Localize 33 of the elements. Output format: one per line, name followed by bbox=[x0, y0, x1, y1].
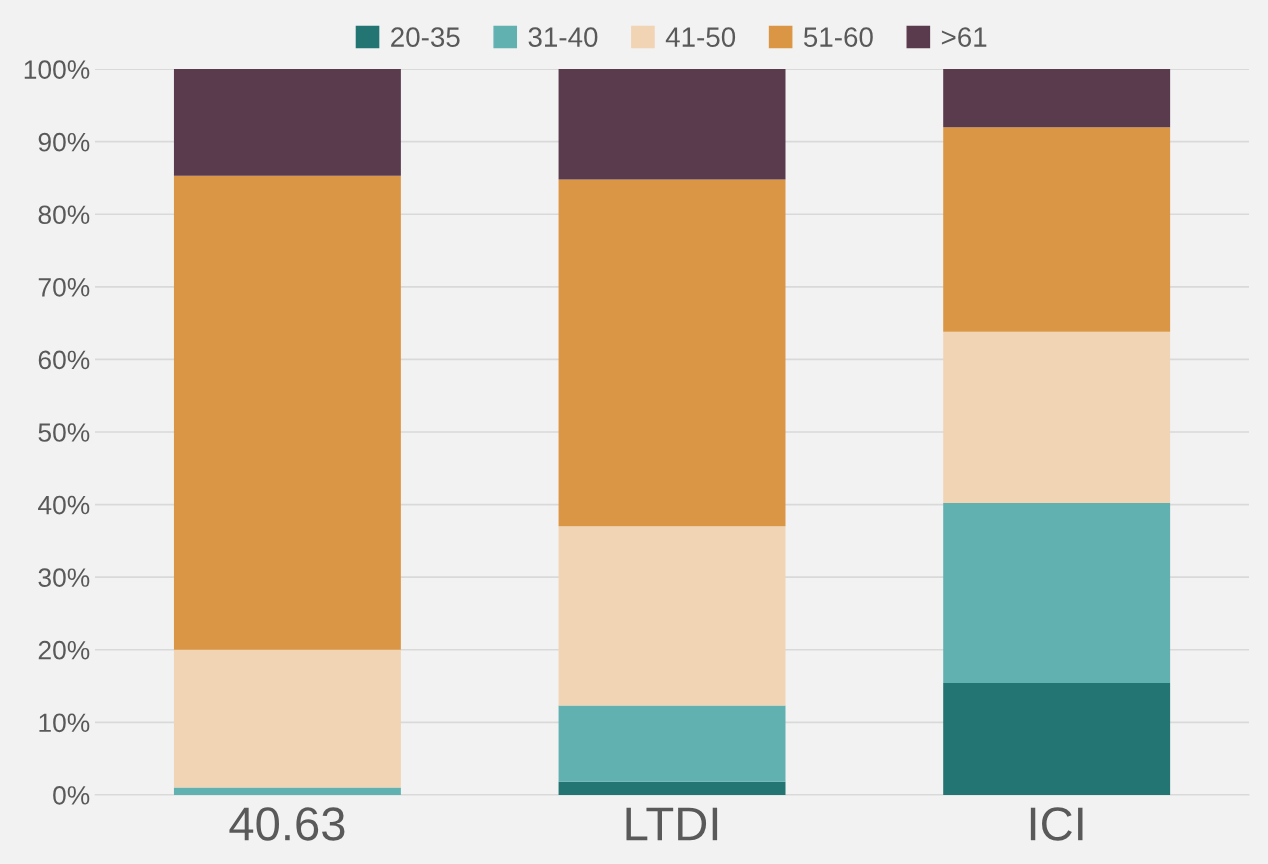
y-tick-label: 20% bbox=[38, 640, 90, 660]
y-tick-label: 100% bbox=[24, 60, 90, 79]
y-tick-label: 10% bbox=[39, 713, 90, 733]
y-tick-label: 60% bbox=[38, 350, 90, 370]
y-tick-label: 30% bbox=[38, 568, 90, 587]
legend-label: 31-40 bbox=[528, 27, 598, 47]
bar bbox=[943, 331, 1171, 504]
y-tick-label: 80% bbox=[38, 205, 90, 225]
bar bbox=[558, 781, 786, 795]
x-tick-label: ICI bbox=[1030, 807, 1083, 841]
y-tick-label: 50% bbox=[38, 423, 90, 442]
bar bbox=[943, 69, 1171, 128]
legend-label: 20-35 bbox=[391, 27, 460, 47]
bar bbox=[558, 69, 786, 180]
bar bbox=[558, 705, 786, 782]
bar bbox=[173, 175, 401, 650]
legend-label: 51-60 bbox=[803, 27, 873, 47]
legend-label: 41-50 bbox=[665, 27, 736, 47]
y-tick-label: 70% bbox=[38, 277, 90, 297]
bar bbox=[558, 526, 786, 706]
bar bbox=[943, 503, 1171, 684]
legend-label: >61 bbox=[941, 27, 987, 47]
y-tick-label: 90% bbox=[38, 132, 90, 152]
bar bbox=[173, 649, 401, 788]
bar bbox=[173, 69, 401, 176]
y-tick-label: 40% bbox=[38, 495, 90, 515]
bar bbox=[558, 179, 786, 527]
y-tick-label: 0% bbox=[53, 786, 90, 805]
x-tick-label: LTDI bbox=[626, 807, 718, 841]
bar bbox=[943, 683, 1171, 795]
bar bbox=[943, 127, 1171, 332]
bar bbox=[173, 787, 401, 795]
x-tick-label: 40.63 bbox=[229, 807, 345, 841]
